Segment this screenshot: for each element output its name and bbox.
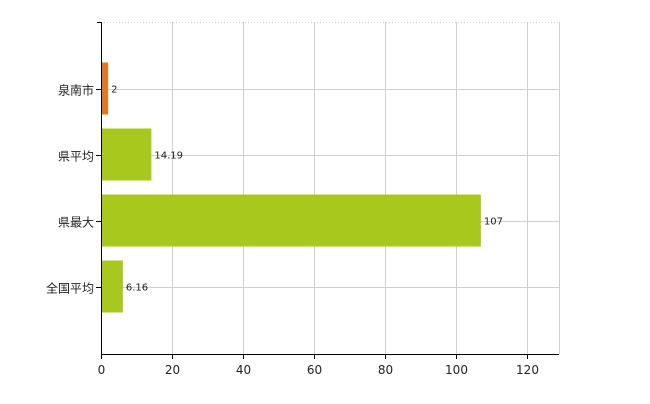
x-tick-label-5: 100 [445, 363, 468, 377]
y-tick-label-2: 県最大 [58, 216, 94, 230]
data-label-0: 2 [111, 85, 117, 96]
x-tick-label-1: 20 [165, 363, 180, 377]
data-label-1: 14.19 [154, 151, 183, 162]
data-label-2: 107 [484, 217, 503, 228]
x-tick-label-6: 120 [516, 363, 539, 377]
y-tick-label-0: 泉南市 [58, 83, 94, 98]
x-tick-label-2: 40 [236, 363, 251, 377]
x-tick-label-0: 0 [98, 363, 106, 377]
y-tick-label-1: 県平均 [58, 150, 94, 164]
x-tick-label-3: 60 [307, 363, 322, 377]
x-tick-label-4: 80 [378, 363, 393, 377]
y-tick-label-3: 全国平均 [46, 281, 94, 296]
bar-0 [102, 62, 109, 115]
bar-1 [102, 128, 152, 181]
data-label-3: 6.16 [126, 283, 148, 294]
bar-2 [102, 194, 481, 247]
bar-3 [102, 260, 123, 313]
